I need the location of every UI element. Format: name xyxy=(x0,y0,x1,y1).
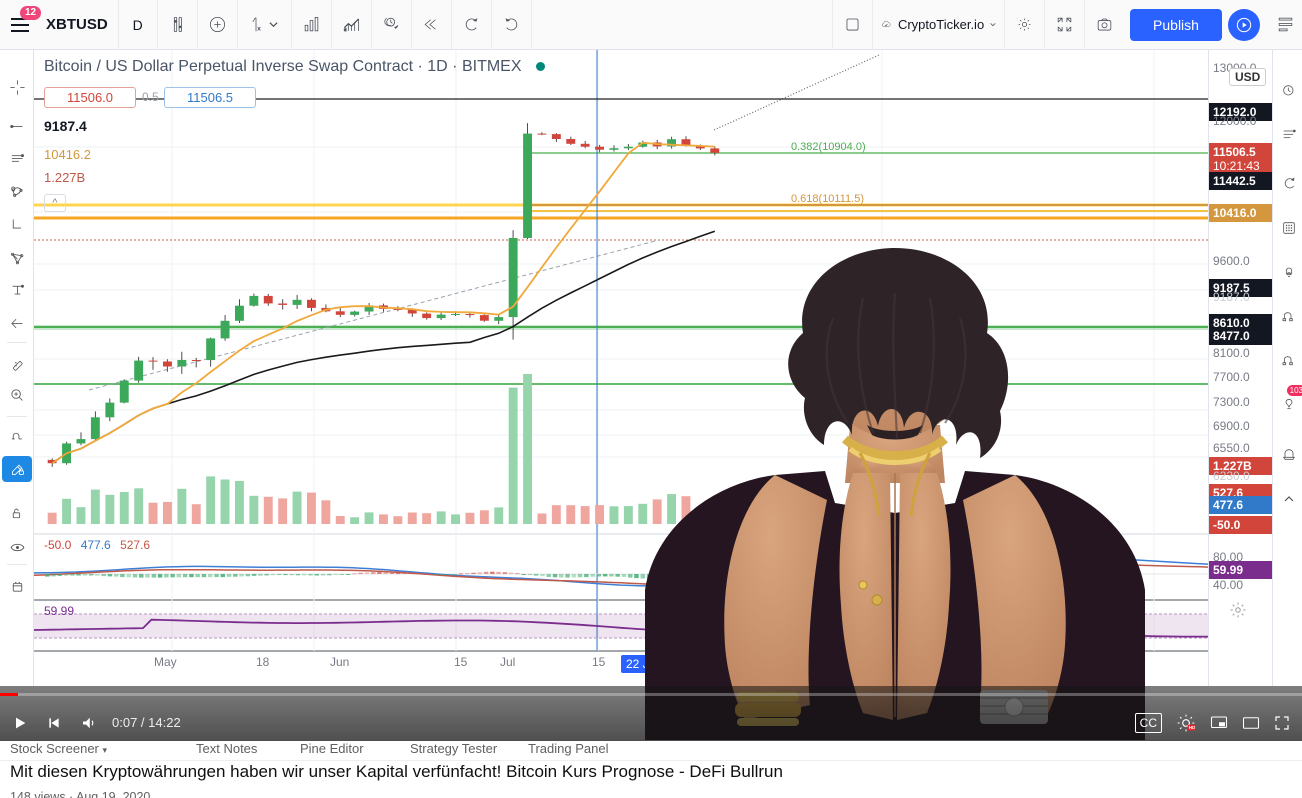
svg-text:x: x xyxy=(257,26,261,33)
svg-text:0.382(10904.0): 0.382(10904.0) xyxy=(791,141,866,153)
svg-text:HD: HD xyxy=(1189,725,1196,730)
